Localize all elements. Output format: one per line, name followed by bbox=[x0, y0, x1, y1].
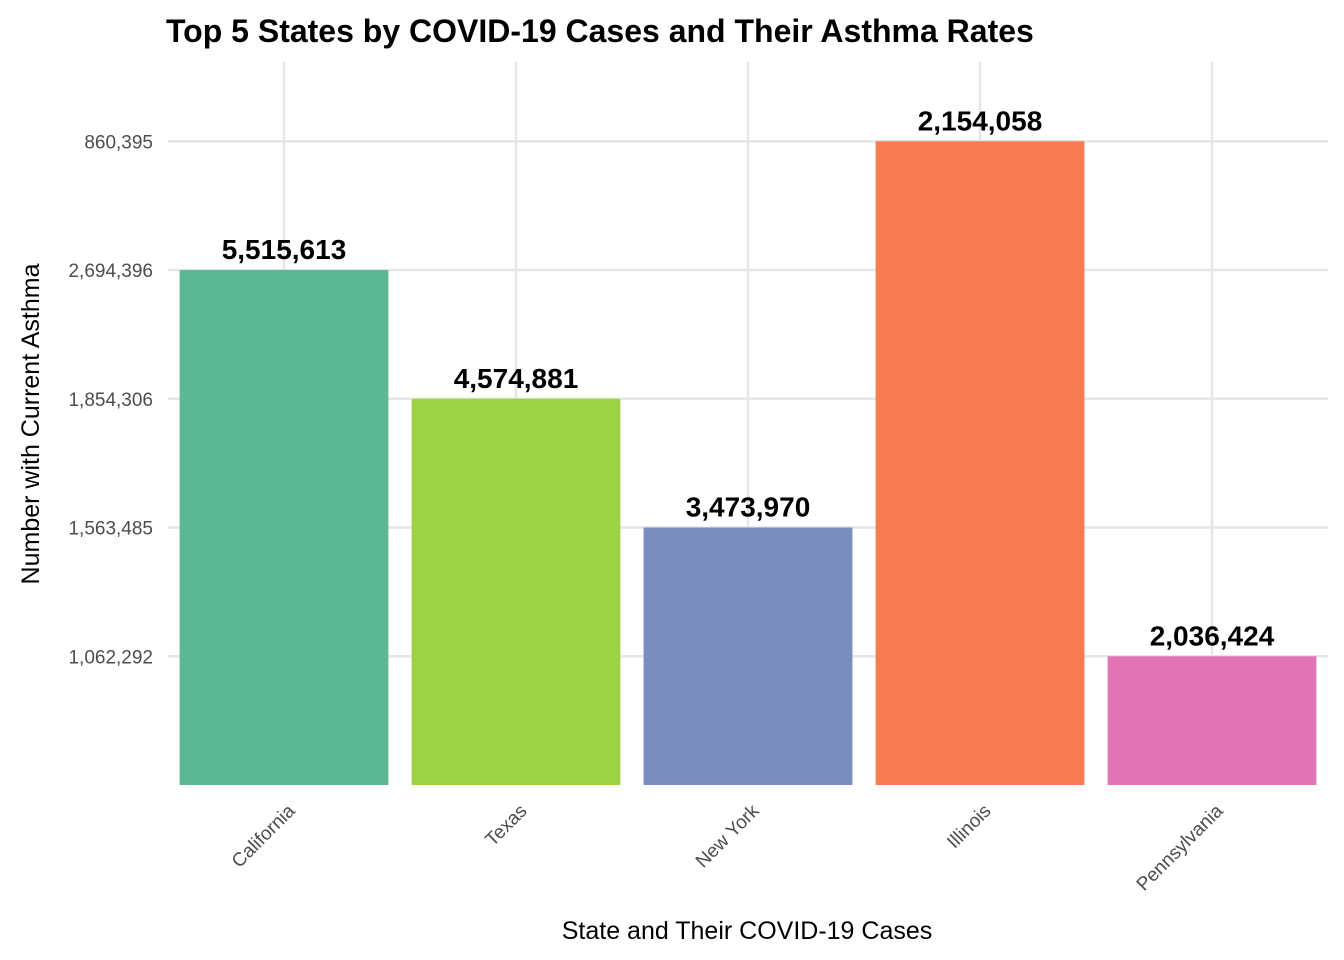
bar-data-label: 3,473,970 bbox=[686, 492, 811, 523]
x-tick-label: Texas bbox=[482, 801, 532, 851]
x-tick-label: California bbox=[228, 800, 300, 872]
bar-data-label: 2,154,058 bbox=[918, 105, 1043, 136]
chart-title: Top 5 States by COVID-19 Cases and Their… bbox=[166, 13, 1034, 49]
x-tick-label: Pennsylvania bbox=[1133, 800, 1228, 895]
x-tick-labels: California Texas New York Illinois Pennsylva… bbox=[228, 800, 1228, 895]
y-tick-label: 1,563,485 bbox=[68, 519, 153, 540]
bar-data-label: 5,515,613 bbox=[222, 234, 347, 265]
y-tick-label: 860,395 bbox=[84, 132, 153, 153]
data-labels-layer: 5,515,613 4,574,881 3,473,970 2,154,058 2,03… bbox=[222, 105, 1275, 651]
x-axis-label: State and Their COVID-19 Cases bbox=[562, 917, 933, 945]
x-tick-label: Illinois bbox=[943, 801, 995, 853]
y-tick-label: 1,062,292 bbox=[68, 647, 153, 668]
bar bbox=[875, 141, 1085, 785]
bar bbox=[1107, 656, 1317, 785]
bars-layer bbox=[179, 141, 1317, 785]
bar-data-label: 4,574,881 bbox=[454, 363, 579, 394]
y-tick-label: 1,854,306 bbox=[68, 390, 153, 411]
y-axis-label: Number with Current Asthma bbox=[17, 263, 45, 584]
bar bbox=[179, 270, 389, 785]
x-tick-label: New York bbox=[692, 800, 764, 872]
y-tick-label: 2,694,396 bbox=[68, 261, 153, 282]
bar-data-label: 2,036,424 bbox=[1150, 620, 1275, 651]
bar bbox=[411, 398, 621, 785]
y-tick-labels: 1,062,292 1,563,485 1,854,306 2,694,396 860,… bbox=[68, 132, 153, 668]
bar bbox=[643, 527, 853, 785]
